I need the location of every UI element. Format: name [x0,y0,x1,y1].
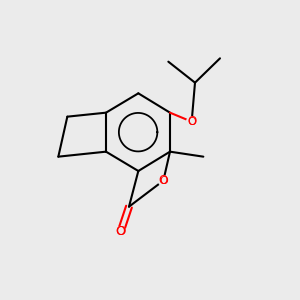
Text: O: O [159,174,168,187]
Circle shape [187,117,197,127]
Circle shape [116,227,126,237]
Text: O: O [116,225,126,238]
Text: O: O [187,115,196,128]
Text: O: O [116,225,126,238]
Text: O: O [159,176,168,186]
Text: O: O [187,117,196,127]
Circle shape [158,176,168,186]
